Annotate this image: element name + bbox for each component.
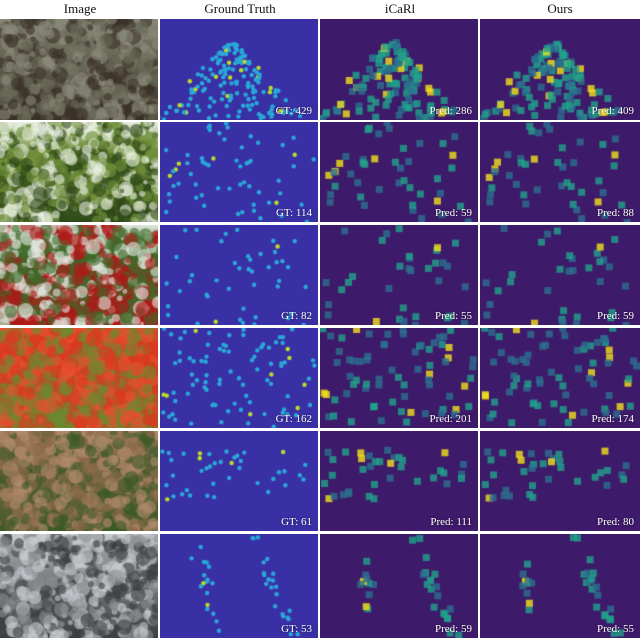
image-canvas xyxy=(0,534,158,638)
pred-count-label: Pred: 286 xyxy=(429,105,472,117)
icarl-density-map-canvas xyxy=(320,225,478,325)
ground-truth-density-map: GT: 61 xyxy=(160,431,318,531)
ours-density-map: Pred: 55 xyxy=(480,534,640,638)
icarl-density-map: Pred: 59 xyxy=(320,534,478,638)
image xyxy=(0,225,158,325)
image xyxy=(0,534,158,638)
image xyxy=(0,328,158,428)
ours-density-map-canvas xyxy=(480,122,640,222)
ground-truth-density-map: GT: 429 xyxy=(160,19,318,120)
icarl-density-map: Pred: 286 xyxy=(320,19,478,120)
pred-count-label: Pred: 409 xyxy=(591,105,634,117)
ground-truth-density-map: GT: 114 xyxy=(160,122,318,222)
icarl-density-map-canvas xyxy=(320,328,478,428)
gt-count-label: GT: 82 xyxy=(281,310,312,322)
gt-count-label: GT: 114 xyxy=(275,207,312,219)
pred-count-label: Pred: 55 xyxy=(597,623,634,635)
ours-density-map-canvas xyxy=(480,534,640,638)
image-canvas xyxy=(0,328,158,428)
ground-truth-density-map-canvas xyxy=(160,225,318,325)
ours-density-map-canvas xyxy=(480,225,640,325)
header-ground-truth: Ground Truth xyxy=(204,1,276,16)
gt-count-label: GT: 429 xyxy=(275,105,312,117)
image xyxy=(0,122,158,222)
icarl-density-map: Pred: 111 xyxy=(320,431,478,531)
pred-count-label: Pred: 201 xyxy=(429,413,472,425)
header-image: Image xyxy=(63,1,97,16)
header-ours: Ours xyxy=(547,1,573,16)
icarl-density-map-canvas xyxy=(320,534,478,638)
ground-truth-density-map: GT: 82 xyxy=(160,225,318,325)
ours-density-map: Pred: 80 xyxy=(480,431,640,531)
ours-density-map: Pred: 409 xyxy=(480,19,640,120)
ground-truth-density-map-canvas xyxy=(160,328,318,428)
pred-count-label: Pred: 111 xyxy=(430,516,472,528)
pred-count-label: Pred: 174 xyxy=(591,413,634,425)
gt-count-label: GT: 162 xyxy=(275,413,312,425)
ground-truth-density-map-canvas xyxy=(160,534,318,638)
ours-density-map: Pred: 174 xyxy=(480,328,640,428)
pred-count-label: Pred: 80 xyxy=(597,516,634,528)
ground-truth-density-map: GT: 53 xyxy=(160,534,318,638)
image-canvas xyxy=(0,431,158,531)
icarl-density-map-canvas xyxy=(320,19,478,120)
ours-density-map-canvas xyxy=(480,328,640,428)
pred-count-label: Pred: 59 xyxy=(435,207,472,219)
ours-density-map-canvas xyxy=(480,19,640,120)
image-canvas xyxy=(0,19,158,120)
ours-density-map: Pred: 88 xyxy=(480,122,640,222)
image-canvas xyxy=(0,122,158,222)
image xyxy=(0,19,158,120)
header-icarl: iCaRl xyxy=(384,1,416,16)
icarl-density-map-canvas xyxy=(320,122,478,222)
gt-count-label: GT: 61 xyxy=(281,516,312,528)
ground-truth-density-map-canvas xyxy=(160,19,318,120)
gt-count-label: GT: 53 xyxy=(281,623,312,635)
ground-truth-density-map-canvas xyxy=(160,122,318,222)
ground-truth-density-map: GT: 162 xyxy=(160,328,318,428)
pred-count-label: Pred: 88 xyxy=(597,207,634,219)
pred-count-label: Pred: 59 xyxy=(597,310,634,322)
icarl-density-map: Pred: 55 xyxy=(320,225,478,325)
ours-density-map-canvas xyxy=(480,431,640,531)
pred-count-label: Pred: 59 xyxy=(435,623,472,635)
ours-density-map: Pred: 59 xyxy=(480,225,640,325)
icarl-density-map: Pred: 201 xyxy=(320,328,478,428)
icarl-density-map: Pred: 59 xyxy=(320,122,478,222)
image xyxy=(0,431,158,531)
image-canvas xyxy=(0,225,158,325)
icarl-density-map-canvas xyxy=(320,431,478,531)
pred-count-label: Pred: 55 xyxy=(435,310,472,322)
ground-truth-density-map-canvas xyxy=(160,431,318,531)
